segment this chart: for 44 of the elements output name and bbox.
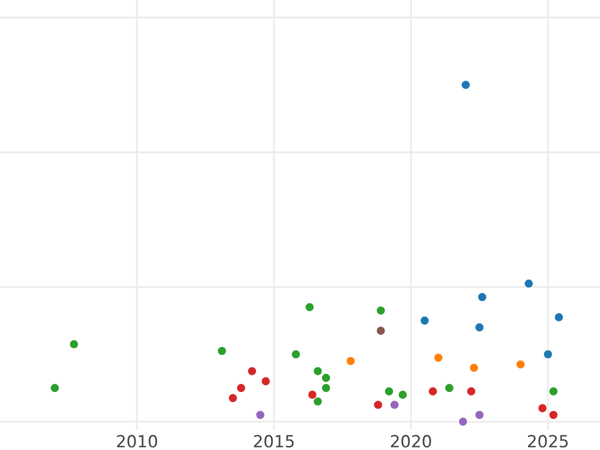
point — [321, 372, 331, 383]
point — [312, 366, 323, 376]
point — [477, 292, 488, 302]
point — [69, 339, 79, 350]
point — [433, 352, 444, 363]
point — [390, 400, 400, 410]
point — [247, 366, 257, 376]
point — [466, 386, 476, 396]
point — [290, 349, 301, 360]
point — [228, 393, 238, 404]
point — [469, 362, 479, 373]
point — [376, 306, 386, 316]
point — [474, 410, 484, 420]
point — [307, 390, 318, 400]
point — [217, 346, 227, 356]
point — [50, 383, 60, 393]
point — [236, 383, 246, 393]
point — [376, 326, 386, 336]
point — [255, 410, 266, 420]
point — [304, 302, 315, 312]
point — [398, 390, 408, 400]
point — [458, 416, 468, 427]
point — [373, 400, 383, 410]
point — [444, 383, 454, 393]
x-tick-label: 2025 — [528, 434, 568, 448]
point — [260, 376, 271, 386]
x-tick-label: 2015 — [254, 434, 294, 448]
point — [428, 386, 438, 396]
x-tick-label: 2010 — [117, 434, 158, 448]
point — [516, 359, 526, 370]
point — [384, 386, 394, 396]
point — [460, 80, 471, 90]
point — [312, 396, 323, 406]
point — [524, 278, 534, 288]
point — [474, 322, 484, 332]
point — [543, 349, 553, 360]
point — [538, 403, 548, 414]
point — [321, 383, 331, 393]
point — [554, 312, 564, 322]
x-tick-label: 2020 — [390, 434, 432, 448]
point — [420, 316, 430, 326]
point — [346, 356, 356, 366]
point — [548, 386, 558, 396]
point — [548, 410, 558, 420]
